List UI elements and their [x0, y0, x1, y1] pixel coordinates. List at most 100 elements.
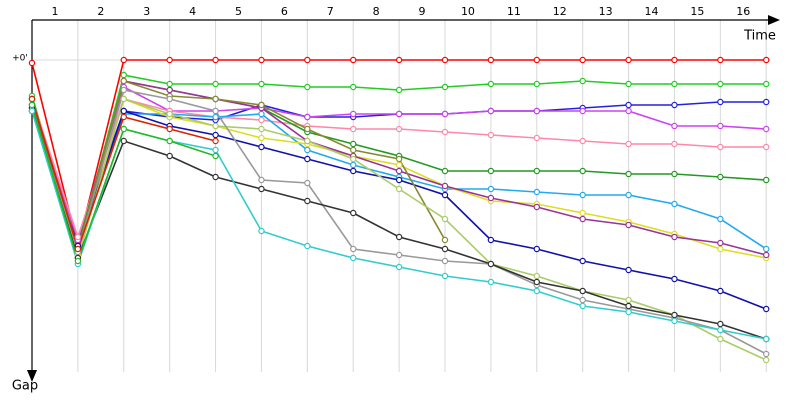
point	[671, 275, 678, 283]
x-tick-label: 11	[507, 5, 521, 18]
point	[120, 125, 127, 133]
point	[625, 296, 632, 304]
point	[717, 173, 724, 181]
point	[395, 263, 403, 271]
point	[763, 251, 770, 259]
point	[166, 80, 173, 88]
point	[120, 77, 127, 85]
point	[487, 260, 495, 268]
point	[258, 227, 265, 235]
point	[258, 56, 265, 64]
point	[533, 167, 540, 175]
point	[579, 56, 586, 64]
point	[258, 185, 265, 193]
point	[579, 209, 586, 217]
point	[533, 188, 540, 196]
point	[579, 167, 586, 175]
point	[395, 233, 403, 241]
point	[166, 137, 173, 145]
x-tick-label: 4	[189, 5, 196, 18]
point	[441, 182, 449, 190]
point	[625, 56, 632, 64]
x-tick-label: 8	[373, 5, 380, 18]
point	[625, 140, 632, 148]
point	[763, 350, 770, 358]
point	[212, 56, 219, 64]
point	[120, 71, 127, 79]
point	[625, 80, 632, 88]
point	[487, 167, 495, 175]
point	[212, 107, 219, 115]
point	[625, 170, 632, 178]
point	[717, 56, 724, 64]
y-axis-arrow	[27, 370, 37, 382]
x-tick-label: 6	[281, 5, 288, 18]
point	[763, 80, 770, 88]
point	[671, 101, 678, 109]
point	[212, 95, 219, 103]
point	[717, 239, 724, 247]
point	[487, 185, 495, 193]
point	[625, 302, 632, 310]
point	[441, 128, 449, 136]
point	[212, 173, 219, 181]
point	[28, 101, 36, 109]
point	[166, 86, 173, 94]
point	[258, 176, 265, 184]
point	[304, 83, 311, 91]
point	[671, 122, 678, 130]
point	[671, 200, 678, 208]
grid	[31, 20, 770, 372]
point	[258, 80, 265, 88]
point	[579, 137, 586, 145]
point	[487, 278, 495, 286]
point	[395, 56, 403, 64]
point	[717, 335, 724, 343]
x-tick-label: 2	[97, 5, 104, 18]
point	[763, 125, 770, 133]
point	[304, 155, 311, 163]
point	[671, 317, 678, 325]
point	[671, 311, 678, 319]
x-tick-label: 7	[327, 5, 334, 18]
point	[625, 308, 632, 316]
point	[212, 137, 219, 145]
point	[441, 83, 449, 91]
point	[120, 86, 127, 94]
x-tick-label: 1	[51, 5, 58, 18]
point	[487, 56, 495, 64]
point	[671, 56, 678, 64]
point	[533, 56, 540, 64]
point	[717, 326, 724, 334]
point	[579, 107, 586, 115]
point	[671, 80, 678, 88]
y-tick-label: +0'	[12, 54, 28, 64]
x-tick-label: 5	[235, 5, 242, 18]
point	[717, 320, 724, 328]
point	[717, 122, 724, 130]
point	[533, 134, 540, 142]
point	[441, 236, 449, 244]
point	[579, 287, 586, 295]
point	[120, 107, 127, 115]
point	[441, 167, 449, 175]
point	[487, 131, 495, 139]
point	[717, 98, 724, 106]
point	[533, 278, 540, 286]
x-tick-label: 16	[736, 5, 750, 18]
point	[212, 122, 219, 130]
point	[304, 125, 311, 133]
point	[717, 245, 724, 253]
point	[350, 254, 357, 262]
x-axis-arrow	[768, 15, 780, 25]
point	[625, 266, 632, 274]
point	[74, 245, 82, 253]
point	[763, 176, 770, 184]
point	[763, 143, 770, 151]
point	[395, 155, 403, 163]
point	[120, 137, 127, 145]
point	[74, 233, 82, 241]
point	[350, 167, 357, 175]
point	[212, 113, 219, 121]
point	[395, 167, 403, 175]
